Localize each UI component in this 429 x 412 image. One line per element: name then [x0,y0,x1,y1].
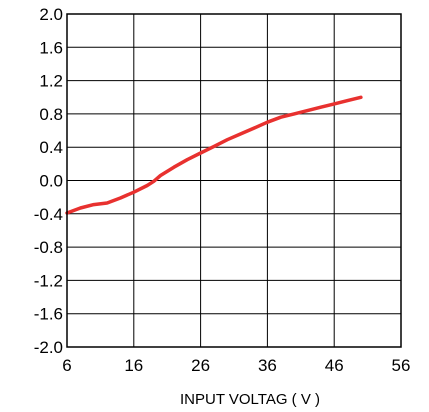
x-tick-label: 6 [62,356,71,375]
y-tick-label: 0.8 [39,105,63,124]
x-tick-labels: 6 16 26 36 46 56 [62,356,410,375]
y-tick-label: -2.0 [34,338,63,357]
y-tick-label: -0.4 [34,205,63,224]
x-tick-label: 56 [392,356,411,375]
series-lines [65,95,363,215]
x-tick-label: 16 [124,356,143,375]
y-tick-label: 0.0 [39,172,63,191]
y-tick-label: -1.6 [34,305,63,324]
y-tick-label: 2.0 [39,5,63,24]
y-tick-label: 0.4 [39,138,63,157]
x-tick-label: 46 [325,356,344,375]
y-tick-label: 1.6 [39,38,63,57]
plot-frame [66,13,402,348]
y-tick-labels: 2.0 1.6 1.2 0.8 0.4 0.0 -0.4 -0.8 -1.2 -1.6 -2.0 [34,5,63,357]
y-tick-label: 1.2 [39,72,63,91]
y-tick-label: -0.8 [34,238,63,257]
x-tick-label: 36 [258,356,277,375]
series-line [65,95,363,215]
x-axis-title: INPUT VOLTAG ( V ) [180,391,320,408]
grid [66,13,402,348]
y-tick-label: -1.2 [34,271,63,290]
x-tick-label: 26 [191,356,210,375]
